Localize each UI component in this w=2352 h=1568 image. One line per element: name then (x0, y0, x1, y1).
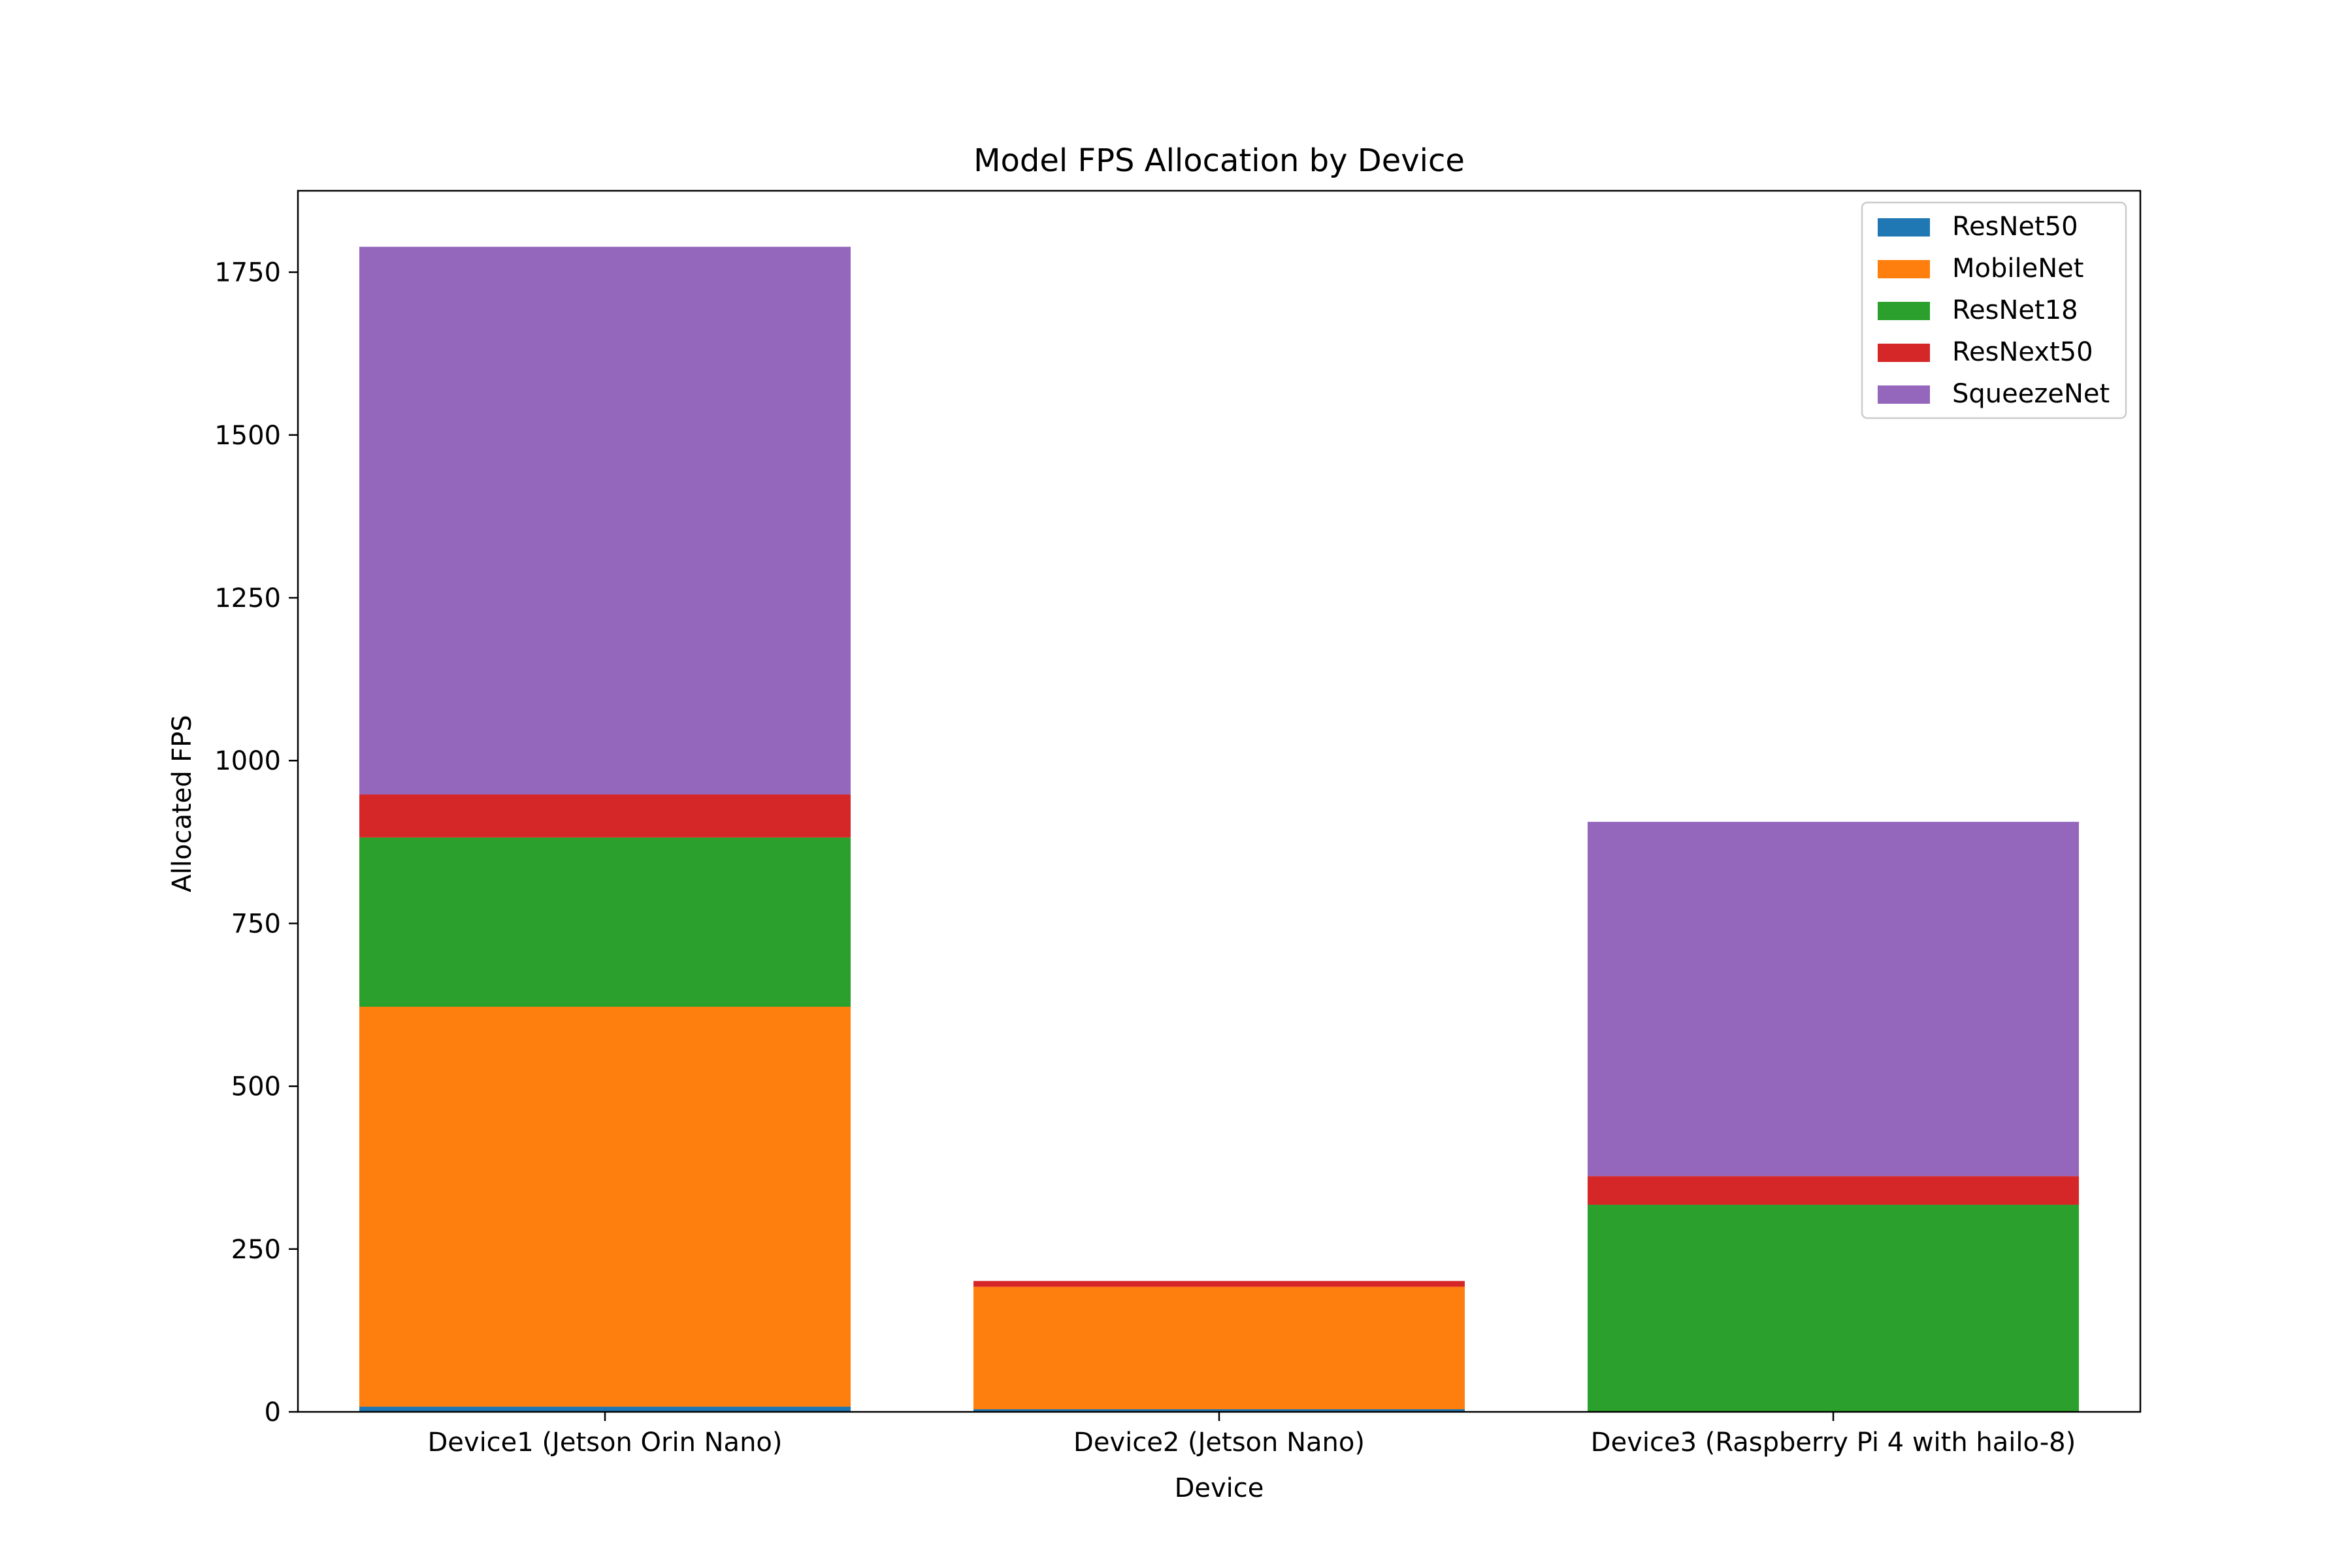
legend-label-resnet50: ResNet50 (1952, 212, 2078, 242)
bar-segment-mobilenet-2 (973, 1286, 1465, 1410)
legend-swatch-resnet18 (1878, 302, 1930, 320)
y-tick-label: 750 (231, 909, 281, 939)
plot-frame (297, 189, 2142, 1413)
bar-segment-resnext50-2 (973, 1281, 1465, 1287)
x-axis-ticks: Device1 (Jetson Orin Nano) Device2 (Jetso… (427, 1412, 2076, 1458)
legend-swatch-resnext50 (1878, 344, 1930, 362)
bar-segment-resnext50-1 (359, 794, 851, 838)
legend-label-mobilenet: MobileNet (1952, 253, 2083, 284)
bar-segment-resnet18-3 (1588, 1205, 2079, 1412)
legend-label-resnet18: ResNet18 (1952, 295, 2078, 325)
x-tick-label: Device3 (Raspberry Pi 4 with hailo-8) (1591, 1428, 2076, 1458)
bar-segment-resnext50-3 (1588, 1176, 2079, 1205)
bar-segment-resnet50-2 (973, 1409, 1465, 1412)
y-tick-label: 1750 (214, 258, 281, 288)
x-tick-label: Device1 (Jetson Orin Nano) (427, 1428, 782, 1458)
legend-box (1861, 201, 2127, 419)
x-tick-label: Device2 (Jetson Nano) (1073, 1428, 1365, 1458)
legend-label-resnext50: ResNext50 (1952, 337, 2093, 367)
y-tick-label: 250 (231, 1235, 281, 1265)
bar-segment-resnet50-1 (359, 1407, 851, 1412)
x-axis-label: Device (1175, 1473, 1264, 1503)
y-axis-ticks: 0 250 500 750 1000 1250 1500 1750 (214, 258, 298, 1428)
y-tick-label: 1500 (214, 421, 281, 451)
legend-label-squeezenet: SqueezeNet (1952, 379, 2110, 409)
bar-segment-resnet18-1 (359, 837, 851, 1007)
bars-layer (359, 246, 2079, 1412)
bar-segment-squeezenet-3 (1588, 821, 2079, 1177)
y-tick-label: 500 (231, 1072, 281, 1102)
y-axis-label: Allocated FPS (167, 715, 197, 892)
y-tick-label: 1250 (214, 583, 281, 613)
bar-segment-squeezenet-1 (359, 246, 851, 795)
legend-swatch-mobilenet (1878, 260, 1930, 278)
bar-segment-mobilenet-1 (359, 1006, 851, 1407)
legend-swatch-squeezenet (1878, 385, 1930, 404)
y-tick-label: 1000 (214, 746, 281, 776)
y-tick-label: 0 (265, 1397, 281, 1428)
legend-swatch-resnet50 (1878, 218, 1930, 237)
chart-title: Model FPS Allocation by Device (973, 142, 1465, 179)
legend: ResNet50 MobileNet ResNet18 ResNext50 Squeez… (1861, 201, 2127, 419)
